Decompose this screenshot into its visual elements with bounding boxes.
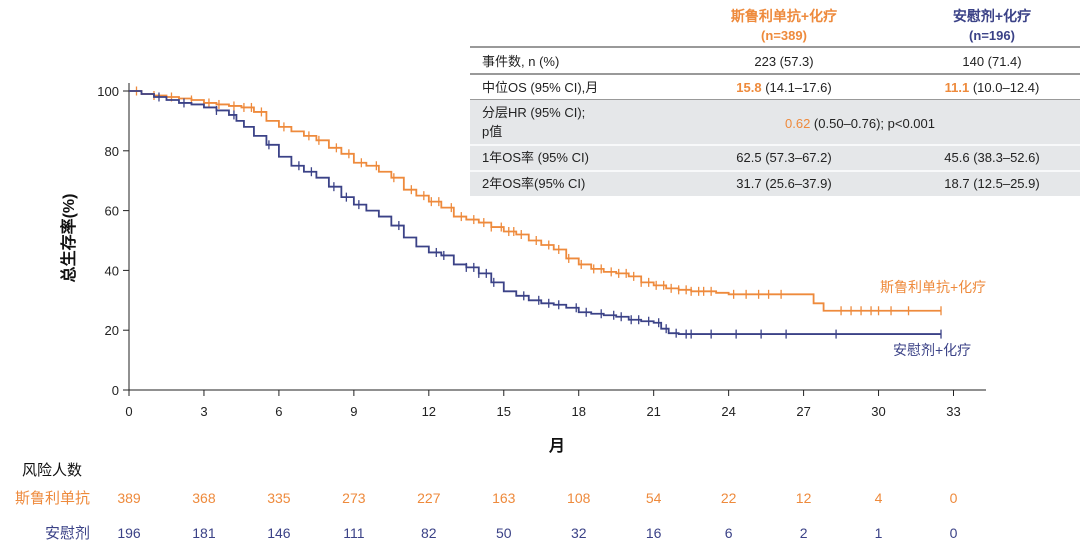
risk-value: 389 (117, 490, 141, 506)
x-tick-label: 27 (796, 404, 810, 419)
x-tick-label: 33 (946, 404, 960, 419)
risk-table: 风险人数 斯鲁利单抗 安慰剂 389 368 335 273 227 163 108 54 22… (15, 462, 958, 542)
x-tick-label: 18 (571, 404, 585, 419)
risk-value: 22 (721, 490, 737, 506)
median-v2-bold: 11.1 (945, 80, 970, 95)
hr-value-colored: 0.62 (785, 116, 810, 131)
x-tick-label: 12 (422, 404, 436, 419)
y-tick-label: 0 (112, 383, 119, 398)
x-tick-label: 6 (275, 404, 282, 419)
risk-value: 335 (267, 490, 291, 506)
summary-table: 斯鲁利单抗+化疗 (n=389) 安慰剂+化疗 (n=196) 事件数, n (… (470, 8, 1080, 196)
risk-value: 146 (267, 525, 291, 541)
table-col1-n: (n=389) (761, 28, 807, 43)
risk-value: 54 (646, 490, 662, 506)
series-label-placebo: 安慰剂+化疗 (893, 342, 971, 358)
risk-value: 12 (796, 490, 812, 506)
risk-value: 50 (496, 525, 512, 541)
risk-value: 368 (192, 490, 216, 506)
table-col2-n: (n=196) (969, 28, 1015, 43)
table-row-events-v2: 140 (71.4) (962, 54, 1021, 69)
table-col2-header: 安慰剂+化疗 (953, 8, 1031, 24)
table-shaded-block (470, 100, 1080, 196)
risk-value: 273 (342, 490, 366, 506)
risk-value: 163 (492, 490, 516, 506)
y-tick-label: 20 (105, 323, 119, 338)
risk-row-label-placebo: 安慰剂 (45, 524, 90, 542)
risk-value: 1 (875, 525, 883, 541)
table-row-2y-v2: 18.7 (12.5–25.9) (944, 176, 1039, 191)
series-label-sintilimab: 斯鲁利单抗+化疗 (880, 279, 986, 295)
series-layer (129, 86, 942, 339)
risk-value: 16 (646, 525, 662, 541)
axes: 0 20 40 60 80 100 0 3 6 9 12 15 18 21 24 27 30 33 总生存率(%… (59, 83, 986, 455)
y-tick-label: 60 (105, 204, 119, 219)
x-tick-label: 21 (646, 404, 660, 419)
risk-row-label-sintilimab: 斯鲁利单抗 (15, 490, 90, 507)
x-axis-label: 月 (548, 437, 565, 455)
table-row-2y-label: 2年OS率(95% CI) (482, 176, 585, 191)
table-row-1y-v1: 62.5 (57.3–67.2) (736, 150, 831, 165)
risk-value: 4 (875, 490, 883, 506)
y-ticks: 0 20 40 60 80 100 (97, 84, 129, 398)
table-row-1y-v2: 45.6 (38.3–52.6) (944, 150, 1039, 165)
x-tick-label: 3 (200, 404, 207, 419)
table-row-2y-v1: 31.7 (25.6–37.9) (736, 176, 831, 191)
x-tick-label: 9 (350, 404, 357, 419)
risk-value: 108 (567, 490, 591, 506)
table-row-median-v1: 15.8 (14.1–17.6) (736, 80, 831, 95)
table-row-hr-label: 分层HR (95% CI); (482, 105, 585, 120)
y-tick-label: 40 (105, 263, 119, 278)
x-tick-label: 15 (497, 404, 511, 419)
table-row-hr-label2: p值 (482, 124, 502, 139)
median-v1-bold: 15.8 (736, 80, 761, 95)
risk-value: 227 (417, 490, 441, 506)
table-col1-header: 斯鲁利单抗+化疗 (731, 8, 837, 24)
hr-value-rest: (0.50–0.76); p<0.001 (810, 116, 935, 131)
y-tick-label: 100 (97, 84, 119, 99)
risk-value: 2 (800, 525, 808, 541)
x-tick-label: 24 (721, 404, 735, 419)
y-axis-label: 总生存率(%) (59, 194, 78, 283)
median-v1-rest: (14.1–17.6) (762, 80, 832, 95)
km-curve-placebo (129, 90, 942, 335)
y-tick-label: 80 (105, 144, 119, 159)
table-row-1y-label: 1年OS率 (95% CI) (482, 150, 589, 165)
risk-value: 196 (117, 525, 141, 541)
risk-value: 0 (950, 525, 958, 541)
risk-value: 82 (421, 525, 437, 541)
risk-value: 0 (950, 490, 958, 506)
x-tick-label: 30 (871, 404, 885, 419)
x-tick-label: 0 (125, 404, 132, 419)
risk-value: 111 (343, 525, 364, 541)
risk-value: 32 (571, 525, 587, 541)
table-row-median-v2: 11.1 (10.0–12.4) (945, 80, 1040, 95)
risk-table-title: 风险人数 (22, 462, 82, 479)
table-row-hr-value: 0.62 (0.50–0.76); p<0.001 (785, 116, 935, 131)
x-ticks: 0 3 6 9 12 15 18 21 24 27 30 33 (125, 390, 961, 419)
table-row-events-label: 事件数, n (%) (482, 54, 559, 69)
table-row-events-v1: 223 (57.3) (754, 54, 813, 69)
risk-value: 6 (725, 525, 733, 541)
risk-value: 181 (192, 525, 216, 541)
median-v2-rest: (10.0–12.4) (969, 80, 1039, 95)
table-row-median-label: 中位OS (95% CI),月 (482, 80, 598, 95)
